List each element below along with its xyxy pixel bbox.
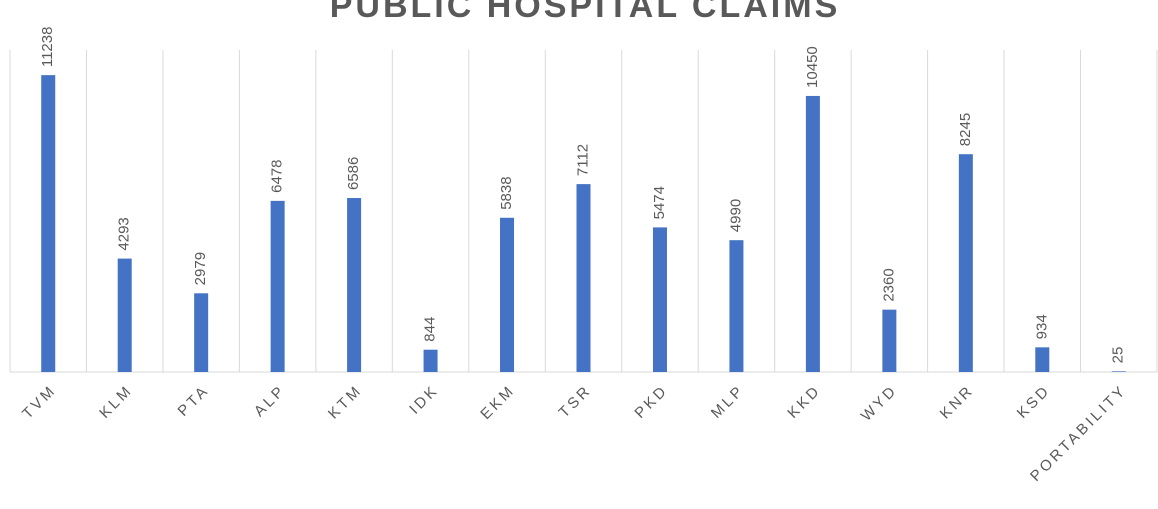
x-tick-label: IDK [406,382,442,418]
bar [41,75,56,372]
data-label: 2360 [880,268,897,301]
bar [500,217,515,372]
x-tick-label: TSR [556,382,596,422]
data-label: 11238 [39,27,56,68]
bar [652,227,667,372]
x-tick-label: WYD [858,382,901,425]
bar [958,154,973,372]
data-label: 4293 [116,217,133,250]
data-label: 844 [422,317,439,342]
data-label: 8245 [957,113,974,146]
x-tick-label: KNR [937,382,978,423]
x-tick-label: KLM [96,382,136,422]
bar [1035,347,1050,372]
data-label: 10450 [804,46,821,88]
x-tick-label: PTA [175,382,213,420]
data-label: 5474 [651,186,668,219]
x-tick-label: KSD [1014,382,1054,422]
data-label: 6478 [269,159,286,192]
x-tick-label: EKM [477,382,518,423]
x-tick-label: PKD [631,382,671,422]
x-tick-label: KKD [784,382,824,422]
bar [117,258,132,372]
bar [423,349,438,372]
data-label: 25 [1110,347,1127,364]
x-tick-label: MLP [708,382,748,422]
bar [882,309,897,372]
data-label: 2979 [192,252,209,285]
data-label: 5838 [498,176,515,209]
chart-title: PUBLIC HOSPITAL CLAIMS [330,0,841,25]
x-tick-label: KTM [325,382,366,423]
bar [576,184,591,372]
x-tick-label: ALP [251,382,289,420]
bar [194,293,209,372]
data-label: 6586 [345,157,362,190]
data-label: 7112 [574,144,591,176]
data-label: 4990 [727,199,744,232]
bar [805,95,820,372]
data-label: 934 [1033,314,1050,339]
x-tick-label: TVM [19,382,60,423]
bar [729,240,744,372]
bar [270,200,285,372]
bar [347,198,362,372]
bar [1111,371,1126,372]
